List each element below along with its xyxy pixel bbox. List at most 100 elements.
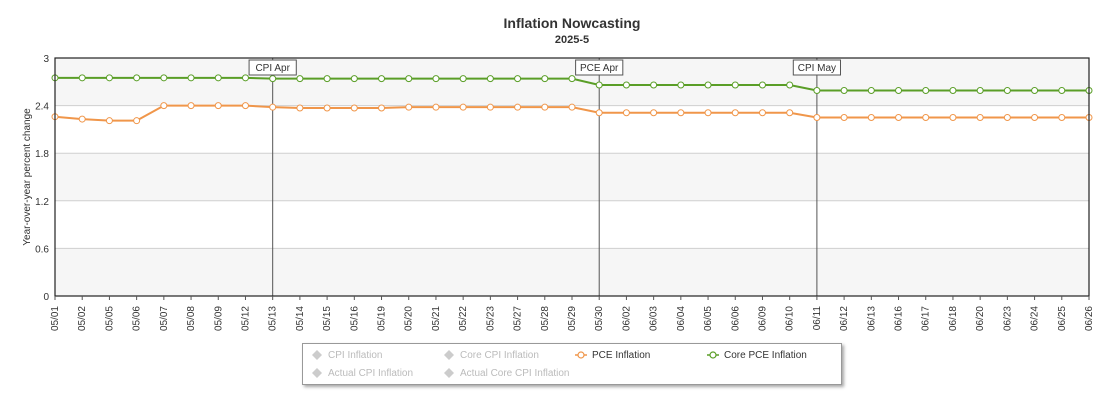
legend-item[interactable]: Core CPI Inflation bbox=[443, 350, 539, 361]
annotation-lines bbox=[272, 58, 818, 296]
data-point[interactable] bbox=[840, 87, 848, 95]
data-point[interactable] bbox=[459, 103, 467, 111]
data-point[interactable] bbox=[241, 74, 249, 82]
x-tick-label: 05/30 bbox=[594, 306, 605, 331]
data-point[interactable] bbox=[595, 81, 603, 89]
data-point[interactable] bbox=[133, 74, 141, 82]
y-tick-label: 1.2 bbox=[35, 197, 49, 208]
data-point[interactable] bbox=[541, 103, 549, 111]
x-tick-label: 05/09 bbox=[213, 306, 224, 331]
data-point[interactable] bbox=[650, 81, 658, 89]
data-point[interactable] bbox=[432, 103, 440, 111]
data-point[interactable] bbox=[758, 81, 766, 89]
x-tick-label: 06/16 bbox=[894, 306, 905, 331]
circle-icon bbox=[707, 351, 719, 359]
data-point[interactable] bbox=[378, 75, 386, 83]
data-point[interactable] bbox=[323, 104, 331, 112]
legend-item[interactable]: CPI Inflation bbox=[311, 350, 382, 361]
data-point[interactable] bbox=[677, 109, 685, 117]
x-tick-label: 05/06 bbox=[132, 306, 143, 331]
data-point[interactable] bbox=[949, 87, 957, 95]
x-tick-label: 05/15 bbox=[322, 306, 333, 331]
legend-item[interactable]: Actual Core CPI Inflation bbox=[443, 368, 570, 379]
data-point[interactable] bbox=[568, 75, 576, 83]
data-point[interactable] bbox=[296, 75, 304, 83]
data-point[interactable] bbox=[704, 109, 712, 117]
data-point[interactable] bbox=[867, 114, 875, 121]
data-point[interactable] bbox=[731, 109, 739, 117]
x-tick-label: 05/08 bbox=[186, 306, 197, 331]
data-point[interactable] bbox=[568, 103, 576, 111]
data-point[interactable] bbox=[160, 102, 168, 110]
data-point[interactable] bbox=[867, 87, 875, 95]
data-point[interactable] bbox=[1031, 114, 1039, 121]
x-tick-label: 06/24 bbox=[1030, 306, 1041, 331]
data-point[interactable] bbox=[758, 109, 766, 117]
data-point[interactable] bbox=[840, 114, 848, 121]
data-point[interactable] bbox=[323, 75, 331, 83]
data-point[interactable] bbox=[976, 87, 984, 95]
data-point[interactable] bbox=[650, 109, 658, 117]
data-point[interactable] bbox=[1058, 87, 1066, 95]
data-point[interactable] bbox=[486, 103, 494, 111]
series-group bbox=[51, 74, 1093, 125]
x-tick-label: 05/12 bbox=[240, 306, 251, 331]
data-point[interactable] bbox=[895, 87, 903, 95]
data-point[interactable] bbox=[895, 114, 903, 121]
data-point[interactable] bbox=[105, 74, 113, 82]
data-point[interactable] bbox=[269, 103, 277, 111]
data-point[interactable] bbox=[704, 81, 712, 89]
data-point[interactable] bbox=[160, 74, 168, 82]
data-point[interactable] bbox=[1003, 87, 1011, 95]
data-point[interactable] bbox=[378, 104, 386, 112]
data-point[interactable] bbox=[514, 103, 522, 111]
legend-item[interactable]: PCE Inflation bbox=[575, 350, 650, 361]
data-point[interactable] bbox=[622, 81, 630, 89]
data-point[interactable] bbox=[432, 75, 440, 83]
data-point[interactable] bbox=[1003, 114, 1011, 121]
data-point[interactable] bbox=[595, 109, 603, 117]
data-point[interactable] bbox=[541, 75, 549, 83]
chart-title: Inflation Nowcasting bbox=[503, 15, 641, 31]
data-point[interactable] bbox=[78, 115, 86, 123]
data-point[interactable] bbox=[187, 74, 195, 82]
data-point[interactable] bbox=[214, 102, 222, 110]
data-point[interactable] bbox=[214, 74, 222, 82]
data-point[interactable] bbox=[514, 75, 522, 83]
data-point[interactable] bbox=[813, 114, 821, 121]
data-point[interactable] bbox=[187, 102, 195, 110]
data-point[interactable] bbox=[622, 109, 630, 117]
legend-item[interactable]: Actual CPI Inflation bbox=[311, 368, 413, 379]
data-point[interactable] bbox=[133, 117, 141, 125]
data-point[interactable] bbox=[459, 75, 467, 83]
x-tick-label: 06/10 bbox=[785, 306, 796, 331]
data-point[interactable] bbox=[786, 81, 794, 89]
data-point[interactable] bbox=[241, 102, 249, 110]
data-point[interactable] bbox=[677, 81, 685, 89]
diamond-icon bbox=[312, 350, 322, 361]
data-point[interactable] bbox=[105, 117, 113, 125]
data-point[interactable] bbox=[1031, 87, 1039, 95]
data-point[interactable] bbox=[350, 104, 358, 112]
y-tick-label: 1.8 bbox=[35, 149, 49, 160]
data-point[interactable] bbox=[1058, 114, 1066, 121]
data-point[interactable] bbox=[922, 114, 930, 121]
data-point[interactable] bbox=[976, 114, 984, 121]
data-point[interactable] bbox=[922, 87, 930, 95]
data-point[interactable] bbox=[405, 75, 413, 83]
x-tick-label: 05/01 bbox=[50, 306, 61, 331]
data-point[interactable] bbox=[786, 109, 794, 117]
data-point[interactable] bbox=[296, 104, 304, 112]
legend-item[interactable]: Core PCE Inflation bbox=[707, 350, 807, 361]
data-point[interactable] bbox=[405, 103, 413, 111]
data-point[interactable] bbox=[486, 75, 494, 83]
data-point[interactable] bbox=[269, 75, 277, 83]
x-tick-label: 05/14 bbox=[295, 306, 306, 331]
data-point[interactable] bbox=[731, 81, 739, 89]
data-point[interactable] bbox=[949, 114, 957, 121]
x-tick-label: 06/09 bbox=[757, 306, 768, 331]
data-point[interactable] bbox=[78, 74, 86, 82]
data-point[interactable] bbox=[813, 87, 821, 95]
data-point[interactable] bbox=[350, 75, 358, 83]
